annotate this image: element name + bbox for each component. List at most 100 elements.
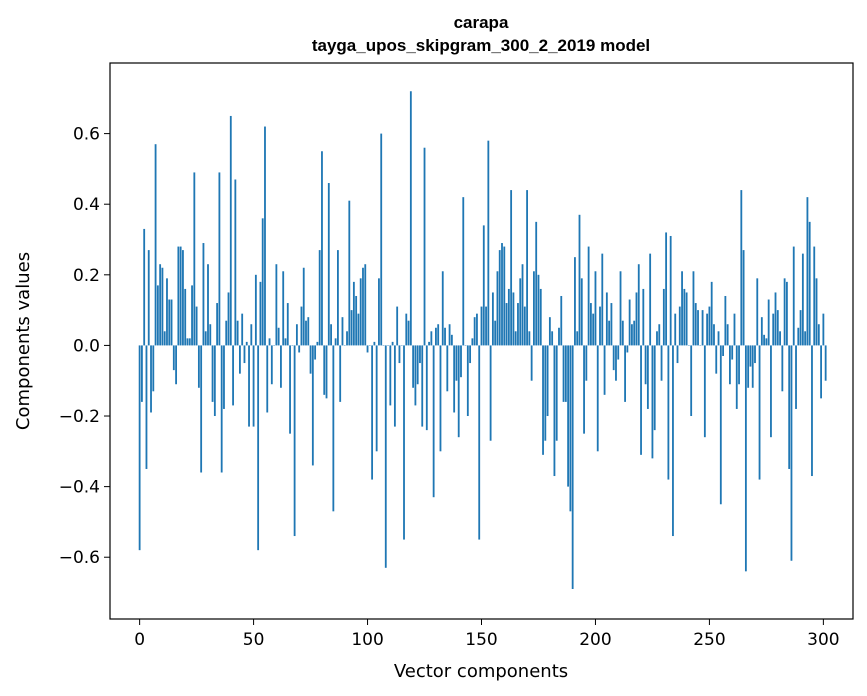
- bar: [202, 243, 205, 346]
- bar: [594, 271, 597, 346]
- bar: [393, 345, 396, 427]
- bar: [767, 299, 770, 346]
- bar: [546, 345, 549, 417]
- bar: [633, 320, 636, 346]
- bar: [403, 345, 405, 540]
- bar: [359, 278, 362, 346]
- bar: [560, 295, 563, 346]
- bar: [706, 313, 709, 346]
- bar: [717, 331, 720, 346]
- bar: [585, 345, 588, 381]
- bar: [501, 243, 503, 346]
- bar: [457, 345, 460, 438]
- bar: [797, 327, 800, 346]
- bar: [667, 345, 670, 480]
- bar: [485, 306, 487, 346]
- bar: [514, 331, 517, 346]
- bar: [423, 147, 426, 346]
- bar: [801, 253, 804, 346]
- bar: [555, 345, 558, 441]
- bar: [507, 288, 510, 346]
- bar: [587, 246, 590, 346]
- bar: [708, 306, 711, 346]
- bar: [596, 345, 599, 452]
- bar: [806, 197, 809, 346]
- bar: [731, 345, 734, 360]
- bar: [311, 345, 314, 466]
- bar: [314, 345, 317, 360]
- bar: [722, 345, 724, 356]
- bar: [416, 345, 419, 385]
- bar: [811, 345, 813, 477]
- bar: [747, 345, 750, 388]
- bar: [494, 320, 497, 346]
- bar: [703, 345, 706, 438]
- bar: [414, 345, 417, 406]
- bar: [672, 345, 674, 537]
- bar: [362, 267, 364, 346]
- bar: [631, 324, 633, 346]
- bar: [284, 338, 287, 346]
- bar: [646, 345, 649, 409]
- chart-title: carapa: [454, 13, 509, 32]
- bar: [628, 299, 631, 346]
- bar: [608, 320, 611, 346]
- y-tick-label: −0.2: [59, 407, 100, 427]
- bar: [692, 271, 695, 346]
- bar: [371, 345, 374, 480]
- bar: [266, 345, 269, 413]
- bar: [325, 345, 328, 399]
- bar: [815, 278, 818, 346]
- bar: [437, 324, 440, 346]
- bar: [528, 331, 531, 346]
- bar: [808, 221, 811, 346]
- bar: [156, 285, 159, 346]
- bar: [612, 345, 615, 371]
- bar: [138, 345, 141, 551]
- bar: [603, 345, 606, 395]
- bar: [792, 246, 795, 346]
- bar: [191, 285, 193, 346]
- y-tick-label: 0.2: [73, 266, 100, 286]
- x-tick-label: 200: [579, 630, 611, 650]
- x-tick-label: 100: [351, 630, 383, 650]
- bar: [517, 303, 519, 346]
- bar: [172, 345, 175, 371]
- bar: [480, 306, 483, 346]
- bar: [341, 317, 344, 346]
- bar: [207, 264, 209, 346]
- bar: [569, 345, 572, 512]
- bar: [241, 313, 244, 346]
- bar: [651, 345, 654, 459]
- bar: [425, 345, 428, 431]
- bar: [446, 345, 449, 392]
- bar: [605, 292, 608, 346]
- bar: [213, 345, 216, 417]
- bar: [295, 324, 298, 346]
- bar: [348, 200, 351, 346]
- bar: [154, 144, 157, 346]
- bar: [197, 345, 200, 388]
- y-tick-label: 0.4: [73, 195, 100, 215]
- bar: [357, 313, 360, 346]
- bar: [439, 345, 442, 452]
- bar: [738, 345, 740, 385]
- bar: [660, 345, 663, 381]
- bar: [293, 345, 296, 537]
- bar: [742, 250, 745, 346]
- bar: [261, 218, 264, 346]
- bar: [542, 345, 544, 455]
- bar: [366, 345, 369, 353]
- bar: [781, 345, 784, 392]
- plot-frame: [109, 62, 854, 620]
- bar: [309, 345, 312, 374]
- bar: [466, 345, 469, 417]
- bar: [774, 292, 777, 346]
- bar: [476, 313, 478, 346]
- bar: [635, 292, 638, 346]
- bar: [239, 345, 241, 374]
- bar: [491, 292, 494, 346]
- bar: [576, 331, 579, 346]
- bar: [302, 267, 305, 346]
- bar: [770, 345, 772, 438]
